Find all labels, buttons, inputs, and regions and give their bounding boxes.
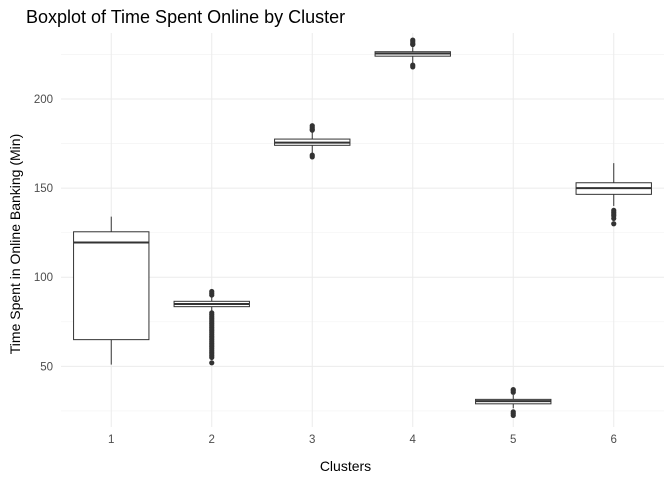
y-tick-label: 200 (34, 94, 53, 106)
outlier-point (410, 37, 416, 43)
y-tick-label: 100 (34, 272, 53, 284)
outlier-point (611, 221, 617, 227)
box-cluster-6 (575, 163, 652, 227)
y-axis-ticks: 50 100 150 200 (34, 94, 53, 373)
iqr-box (73, 231, 150, 341)
outlier-point (510, 409, 516, 415)
x-tick-label: 4 (410, 434, 417, 446)
outlier-point (309, 123, 315, 129)
outlier-point (510, 386, 516, 393)
box-cluster-3 (274, 123, 351, 160)
x-tick-label: 5 (510, 434, 516, 446)
outlier-point (209, 360, 215, 366)
outlier-point (309, 152, 315, 158)
y-tick-label: 50 (40, 361, 53, 373)
chart-title: Boxplot of Time Spent Online by Cluster (26, 7, 345, 27)
box-cluster-1 (73, 216, 150, 365)
y-axis-label: Time Spent in Online Banking (Min) (7, 134, 23, 354)
boxes (73, 37, 652, 419)
box-cluster-2 (173, 288, 250, 366)
x-tick-label: 6 (611, 434, 617, 446)
outlier-point (410, 62, 416, 68)
x-tick-label: 3 (309, 434, 315, 446)
x-axis-label: Clusters (320, 458, 371, 474)
x-tick-label: 1 (108, 434, 114, 446)
x-axis-ticks: 1 2 3 4 5 6 (108, 434, 617, 446)
box-cluster-5 (475, 386, 552, 419)
grid (61, 33, 664, 427)
x-tick-label: 2 (209, 434, 215, 446)
outlier-point (611, 207, 617, 213)
outlier-point (209, 288, 215, 295)
outlier-point (209, 310, 215, 316)
y-tick-label: 150 (34, 183, 53, 195)
box-cluster-4 (374, 37, 451, 70)
